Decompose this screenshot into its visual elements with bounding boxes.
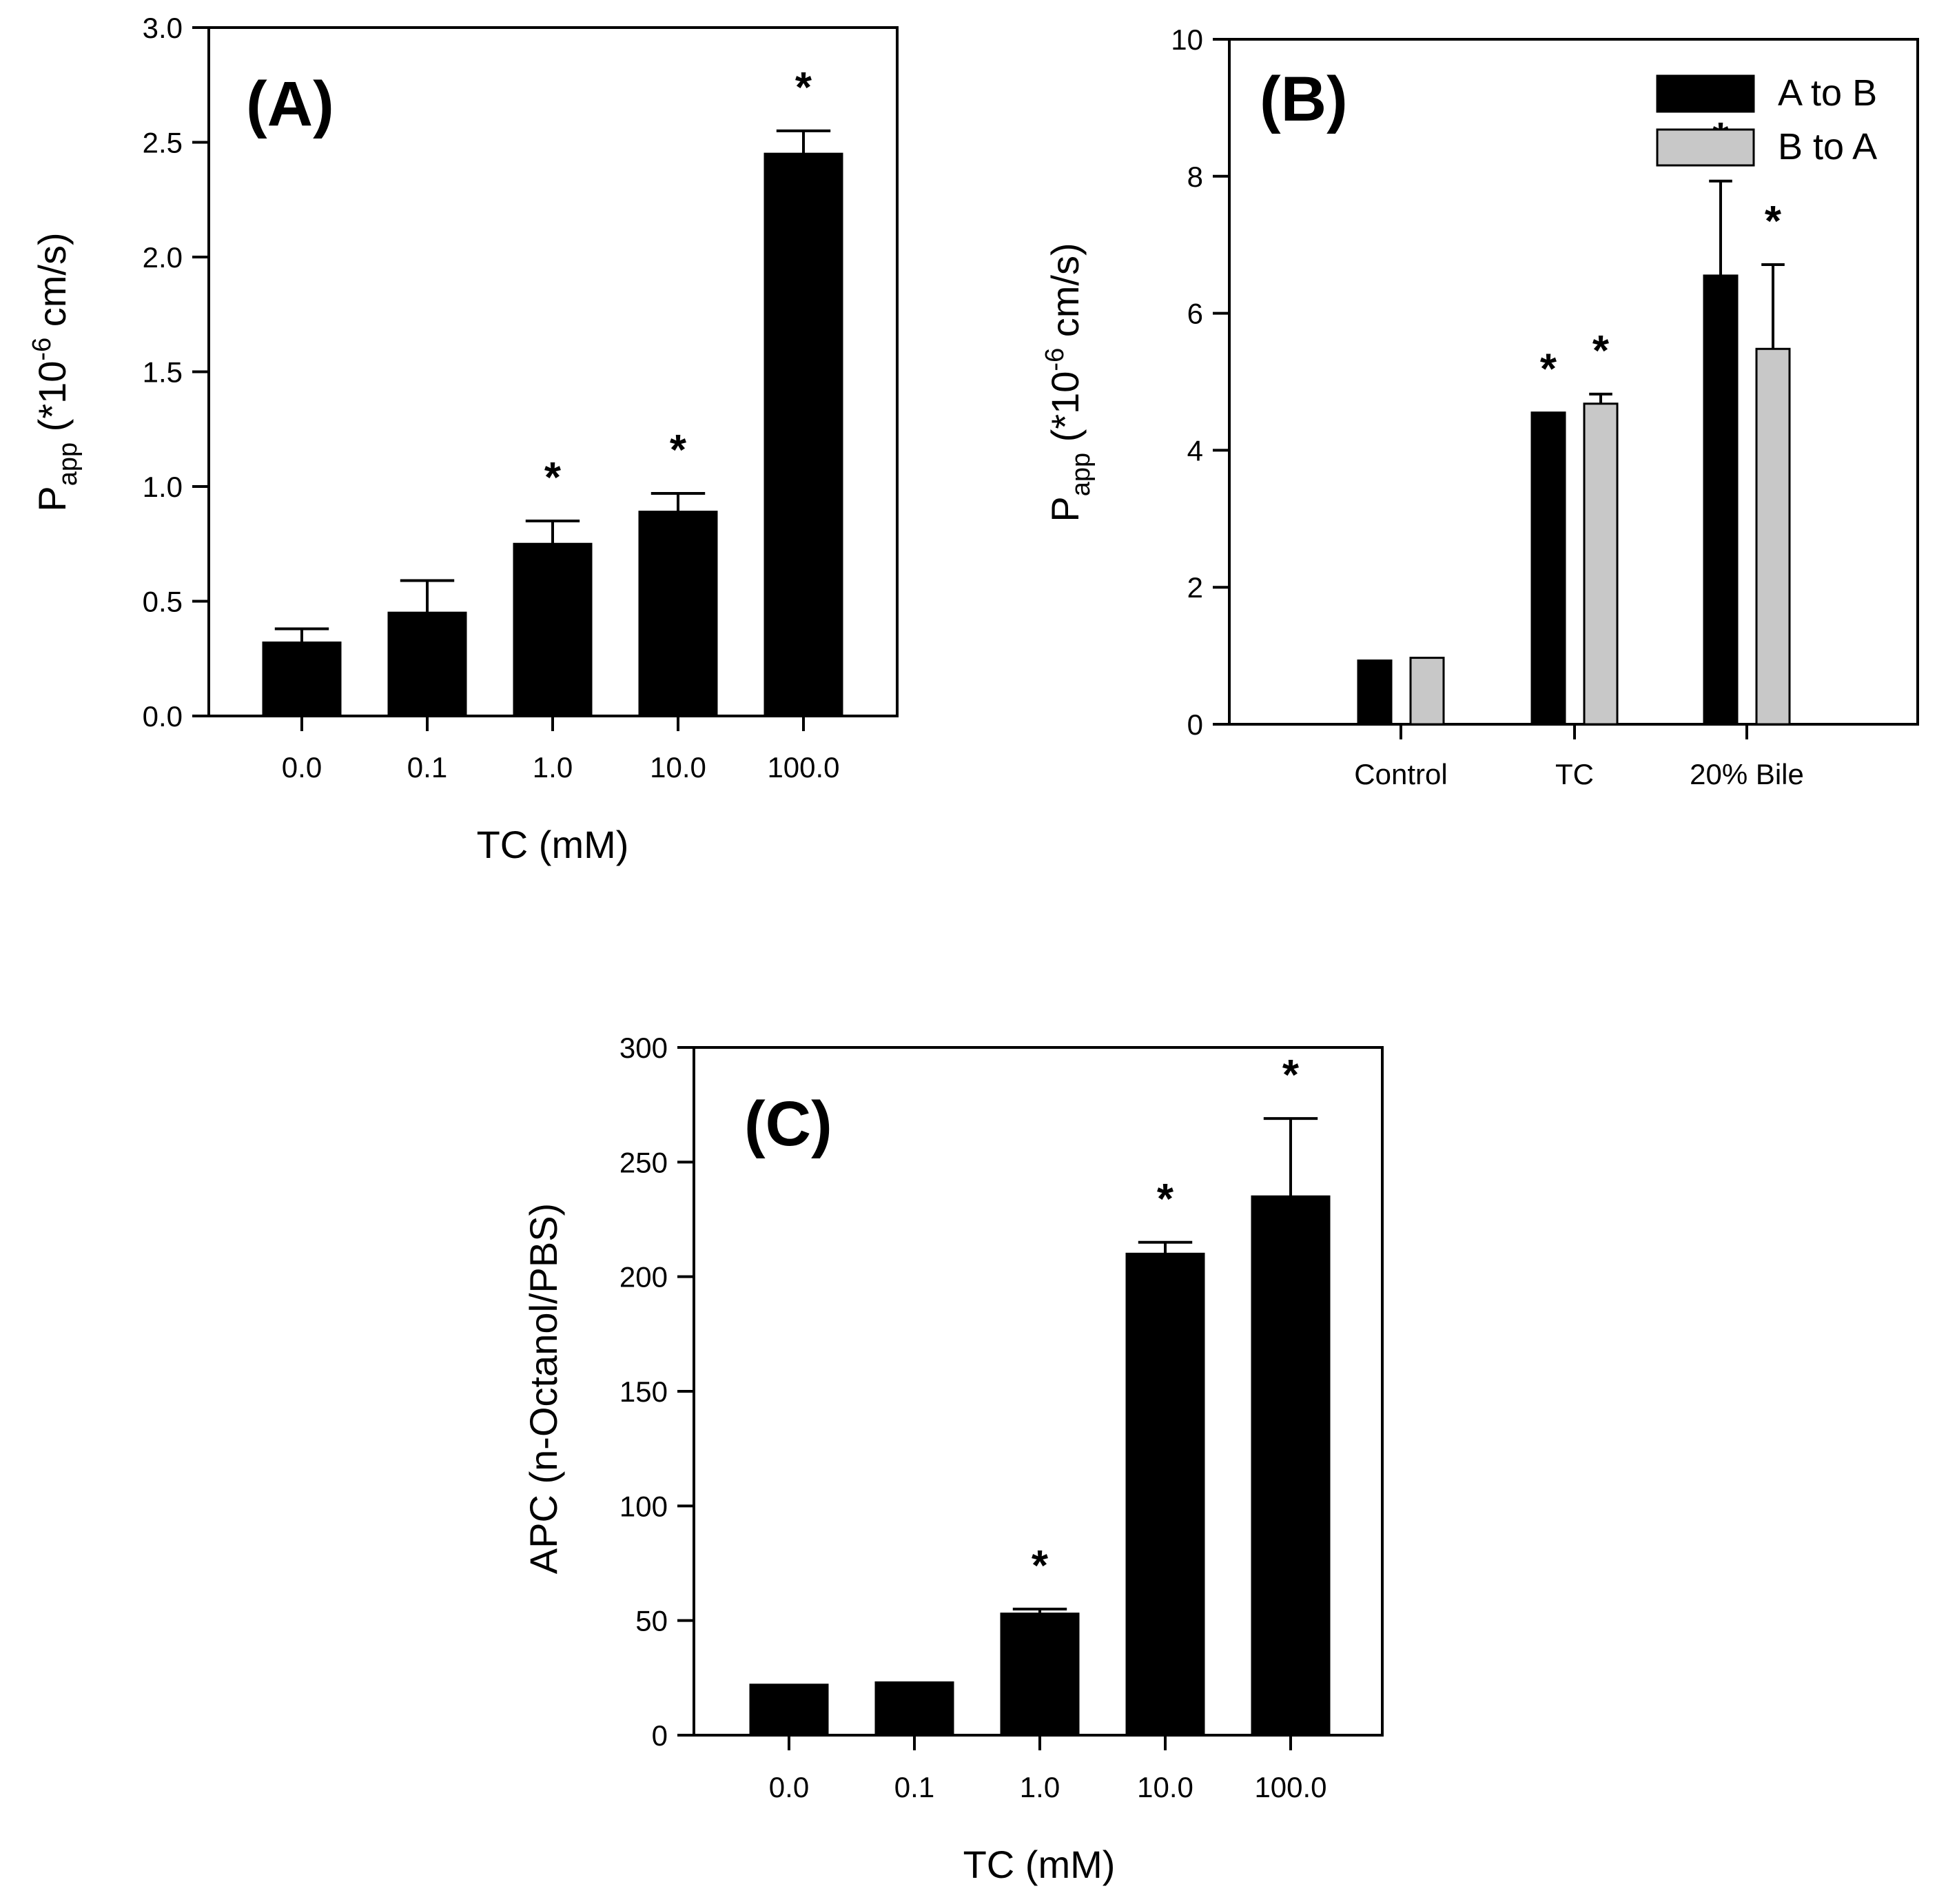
legend-label-a-to-b: A to B: [1778, 72, 1877, 114]
panel-a-significance-marker: *: [544, 454, 562, 502]
panel-b-x-axis: Control TC 20% Bile: [1354, 724, 1804, 790]
panel-a-x-axis-label: TC (mM): [477, 823, 629, 866]
panel-a-y-tick-label: 0.5: [143, 586, 183, 618]
panel-c-bar: [1251, 1195, 1331, 1737]
panel-a-bar: [638, 511, 718, 717]
panel-b-legend: A to B B to A: [1656, 72, 1877, 167]
panel-b-x-tick-label: Control: [1354, 758, 1447, 790]
panel-b-series-2-bar: [1583, 402, 1619, 726]
panel-c-y-tick-label: 50: [635, 1605, 668, 1637]
panel-c-x-tick-label: 10.0: [1137, 1771, 1193, 1803]
panel-a-y-axis: 0.0 0.5 1.0 1.5 2.0 2.5 3.0: [143, 12, 209, 733]
panel-a-x-tick-label: 10.0: [650, 751, 706, 784]
panel-a-bar: [387, 611, 467, 717]
panel-c-y-axis-label: APC (n-Octanol/PBS): [522, 1203, 565, 1574]
panel-b-y-tick-label: 8: [1187, 161, 1203, 193]
panel-b-x-tick-label: TC: [1555, 758, 1594, 790]
panel-b-y-axis: 0 2 4 6 8 10: [1171, 23, 1229, 741]
panel-c: (C) 0 50 100 150 200 250 300 * * * 0.0 0.1 1.0 10.0…: [522, 1032, 1384, 1886]
panel-c-y-tick-label: 250: [619, 1146, 668, 1178]
panel-b-x-tick-label: 20% Bile: [1690, 758, 1804, 790]
panel-b-series-2-significance-marker: *: [1592, 327, 1610, 375]
panel-c-y-tick-label: 300: [619, 1032, 668, 1064]
panel-c-y-tick-label: 150: [619, 1375, 668, 1408]
panel-b-bars: ****: [1357, 114, 1791, 726]
panel-b-series-1-bar: [1530, 411, 1566, 726]
panel-c-bar: [749, 1683, 829, 1737]
panel-a-significance-marker: *: [670, 427, 687, 474]
panel-c-label: (C): [744, 1089, 832, 1159]
panel-c-bar: [1125, 1252, 1205, 1737]
panel-a-y-tick-label: 1.0: [143, 471, 183, 503]
panel-c-y-axis: 0 50 100 150 200 250 300: [619, 1032, 694, 1752]
panel-a-x-tick-label: 1.0: [533, 751, 573, 784]
panel-a-y-tick-label: 2.0: [143, 241, 183, 274]
panel-b-y-axis-label: Papp (*10-6 cm/s): [1041, 243, 1096, 522]
panel-c-x-axis-label: TC (mM): [963, 1843, 1116, 1886]
panel-c-y-tick-label: 200: [619, 1261, 668, 1293]
panel-a-bars: * * *: [262, 64, 843, 717]
panel-a-x-tick-label: 0.1: [407, 751, 447, 784]
panel-a-y-tick-label: 2.5: [143, 127, 183, 159]
panel-b-series-2-bar: [1755, 347, 1791, 726]
panel-b-series-1-bar: [1357, 659, 1393, 726]
panel-b-y-tick-label: 4: [1187, 434, 1203, 467]
panel-a-bar: [513, 542, 593, 717]
panel-b-series-2-bar: [1409, 657, 1445, 726]
panel-c-bar: [874, 1681, 954, 1737]
panel-a-bar: [262, 641, 342, 717]
panel-a-x-tick-label: 100.0: [767, 751, 839, 784]
panel-c-x-tick-label: 0.1: [894, 1771, 934, 1803]
panel-b-y-tick-label: 6: [1187, 298, 1203, 330]
panel-a-x-axis: 0.0 0.1 1.0 10.0 100.0: [282, 716, 840, 784]
legend-swatch-b-to-a: [1656, 128, 1755, 167]
panel-c-bars: * * *: [749, 1052, 1331, 1737]
panel-c-significance-marker: *: [1032, 1542, 1049, 1590]
panel-b-series-2-significance-marker: *: [1765, 198, 1782, 245]
panel-b-y-tick-label: 2: [1187, 571, 1203, 604]
panel-a-label: (A): [246, 69, 334, 139]
panel-c-bar: [1000, 1613, 1080, 1737]
panel-c-x-tick-label: 0.0: [769, 1771, 809, 1803]
legend-swatch-a-to-b: [1656, 74, 1755, 113]
panel-a-significance-marker: *: [795, 64, 812, 112]
panel-b-series-1-bar: [1703, 274, 1739, 726]
panel-b-series-1-significance-marker: *: [1540, 346, 1557, 393]
panel-c-x-tick-label: 100.0: [1254, 1771, 1326, 1803]
panel-a-y-tick-label: 0.0: [143, 700, 183, 733]
panel-a-y-tick-label: 3.0: [143, 12, 183, 44]
panel-b-label: (B): [1260, 64, 1348, 134]
panel-b-y-tick-label: 0: [1187, 708, 1203, 741]
panel-a-bar: [763, 152, 843, 717]
panel-a-y-tick-label: 1.5: [143, 356, 183, 389]
panel-a-y-axis-label: Papp (*10-6 cm/s): [28, 232, 83, 511]
panel-c-significance-marker: *: [1282, 1052, 1300, 1099]
panel-c-y-tick-label: 100: [619, 1490, 668, 1522]
panel-a: (A) 0.0 0.5 1.0 1.5 2.0 2.5 3.0 * * * 0.0 0.1 1.0 1…: [28, 12, 899, 866]
panel-c-y-tick-label: 0: [652, 1719, 668, 1752]
panel-c-significance-marker: *: [1157, 1176, 1174, 1223]
panel-c-x-tick-label: 1.0: [1020, 1771, 1060, 1803]
panel-c-x-axis: 0.0 0.1 1.0 10.0 100.0: [769, 1735, 1327, 1803]
panel-a-x-tick-label: 0.0: [282, 751, 322, 784]
legend-label-b-to-a: B to A: [1778, 126, 1877, 167]
panel-b-y-tick-label: 10: [1171, 23, 1203, 56]
